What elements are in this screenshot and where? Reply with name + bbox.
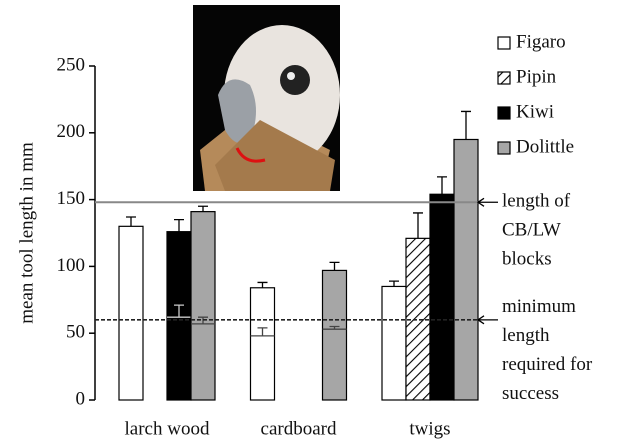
legend-label: Pipin	[516, 66, 557, 87]
bar	[191, 212, 215, 400]
legend-swatch	[498, 37, 510, 49]
error-bar	[126, 217, 136, 226]
reference-label: length of	[502, 191, 571, 212]
legend-label: Dolittle	[516, 136, 574, 157]
error-bar	[437, 177, 447, 194]
y-tick-label: 150	[57, 188, 86, 209]
legend-swatch	[498, 107, 510, 119]
bar	[454, 139, 478, 400]
y-tick-label: 0	[76, 388, 86, 409]
page: {"chart_data": {"type": "bar", "y_label"…	[0, 0, 628, 443]
legend-swatch	[498, 72, 510, 84]
error-bar	[174, 220, 184, 232]
error-bar	[413, 213, 423, 238]
chart: mean tool length in mm 0 50 100 150 200 250 la…	[0, 0, 628, 443]
bar	[382, 286, 406, 400]
reference-label: blocks	[502, 249, 552, 270]
legend-swatch	[498, 142, 510, 154]
x-tick-label: cardboard	[261, 418, 337, 439]
reference-label: minimum	[502, 296, 576, 317]
bar	[430, 194, 454, 400]
reference-label: CB/LW	[502, 220, 561, 241]
y-tick-label: 250	[57, 54, 86, 75]
error-bar	[198, 206, 208, 211]
bar	[251, 288, 275, 400]
y-tick-label: 200	[57, 121, 86, 142]
error-bar	[389, 281, 399, 286]
reference-arrow	[478, 198, 498, 206]
reference-label: success	[502, 383, 559, 404]
reference-label: required for	[502, 354, 593, 375]
legend-label: Kiwi	[516, 101, 554, 122]
y-axis-label: mean tool length in mm	[16, 142, 37, 324]
bar	[323, 270, 347, 400]
reference-label: length	[502, 325, 550, 346]
reference-arrow	[478, 316, 498, 324]
error-bar	[330, 262, 340, 270]
bar	[119, 226, 143, 400]
error-bar	[461, 111, 471, 139]
error-bar	[258, 282, 268, 287]
legend-label: Figaro	[516, 31, 566, 52]
y-tick-label: 100	[57, 255, 86, 276]
x-tick-label: twigs	[409, 418, 450, 439]
photo	[193, 5, 340, 191]
x-tick-label: larch wood	[125, 418, 210, 439]
y-tick-label: 50	[66, 322, 85, 343]
